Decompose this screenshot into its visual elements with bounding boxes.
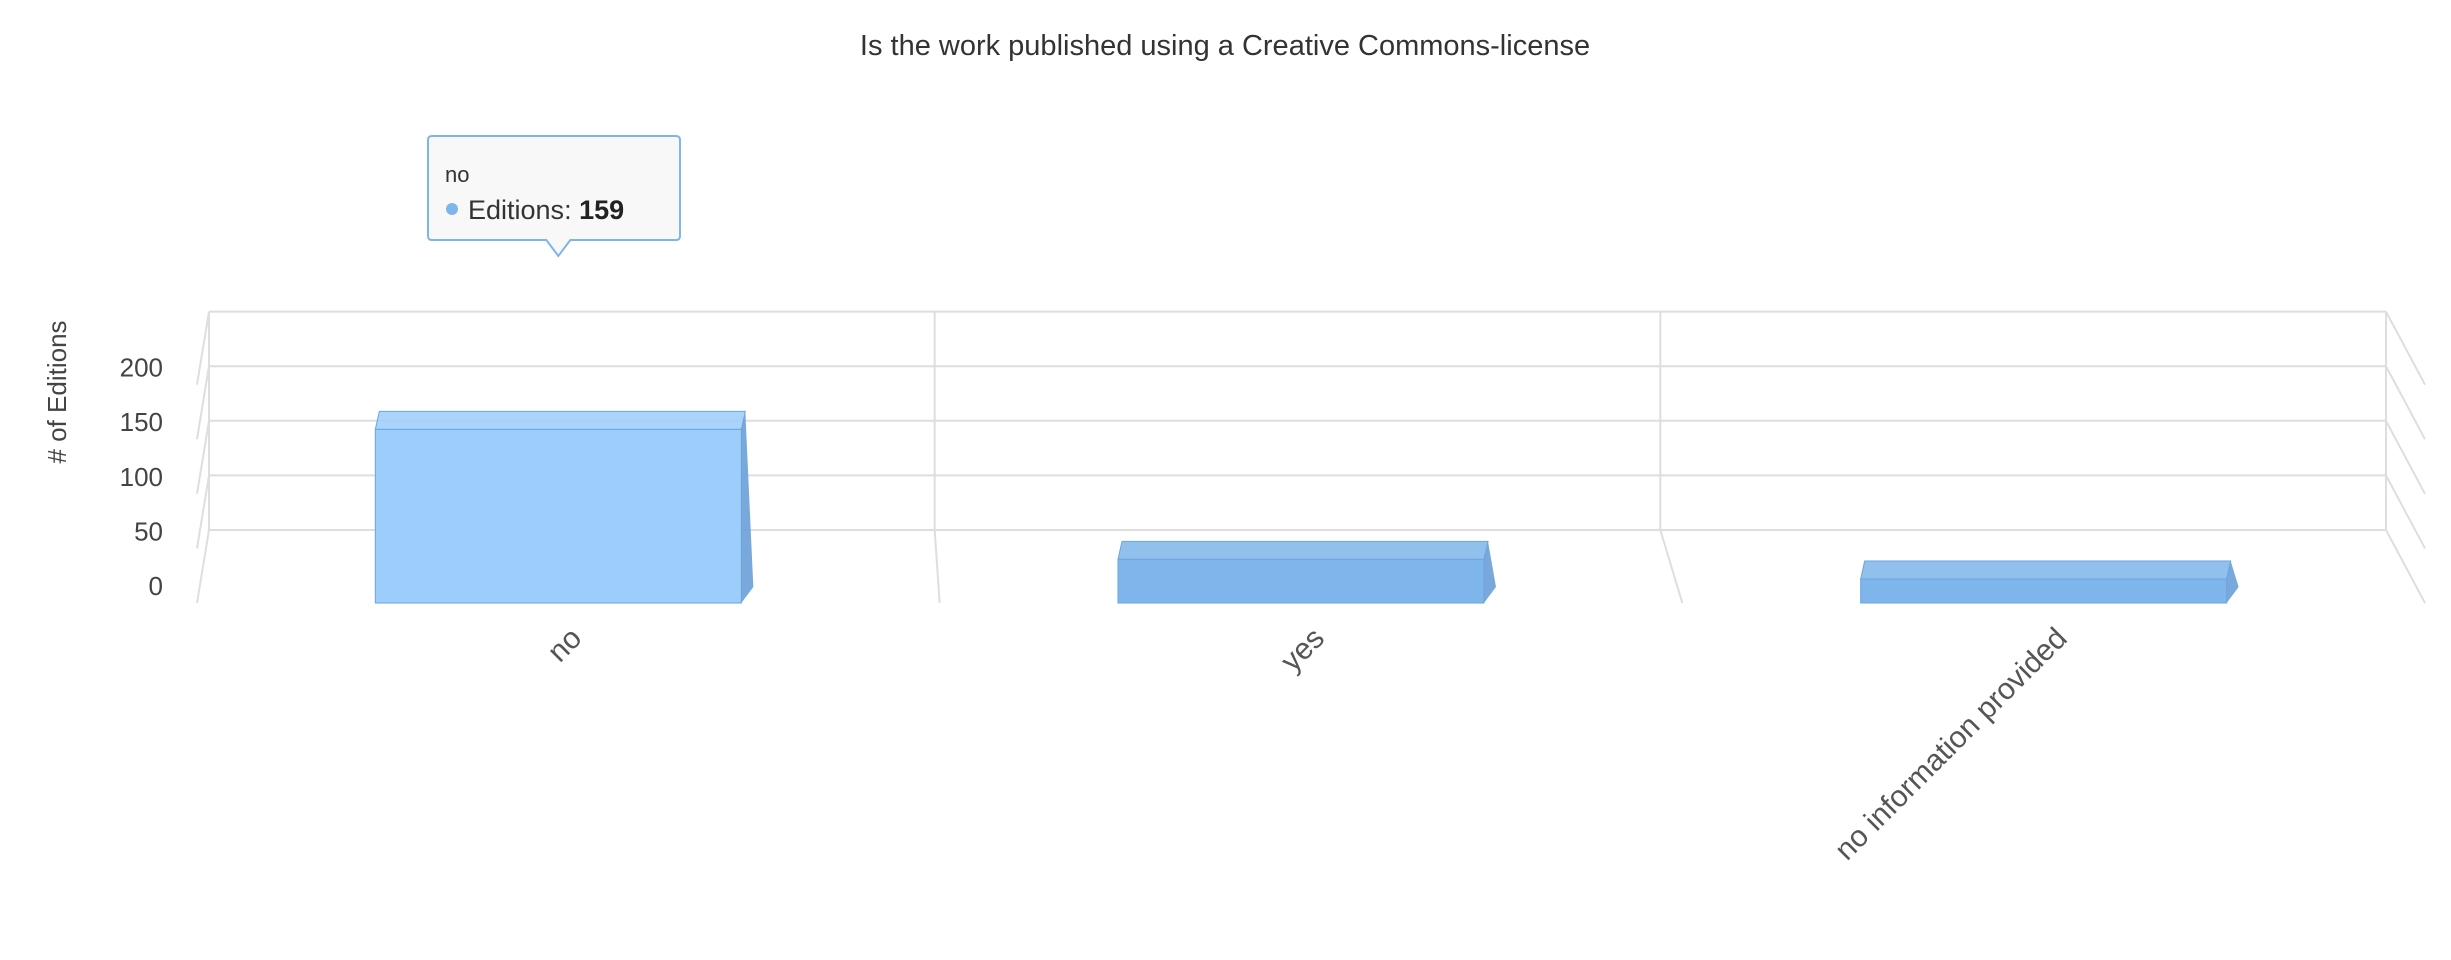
tooltip-category: no xyxy=(445,162,469,187)
gridline-side xyxy=(196,366,210,440)
bar-side-face xyxy=(2226,560,2239,603)
gridline-side xyxy=(2385,311,2426,386)
gridline-side xyxy=(196,420,210,494)
bar-side-face xyxy=(741,411,754,603)
gridline-side xyxy=(2385,474,2426,549)
gridline-side xyxy=(196,529,210,604)
y-tick-label: 150 xyxy=(120,407,163,437)
tooltip-series-name: Editions xyxy=(468,195,564,225)
svg-text:Editions: 159: Editions: 159 xyxy=(468,195,624,225)
tooltip-separator: : xyxy=(564,195,579,225)
gridline-side xyxy=(2385,529,2426,604)
tooltip-series-marker xyxy=(446,203,458,215)
category-divider-floor xyxy=(1659,529,1684,604)
tooltip: no Editions: 159 xyxy=(427,135,681,258)
chart-title: Is the work published using a Creative C… xyxy=(860,30,1590,62)
y-tick-label: 100 xyxy=(120,462,163,492)
bar-side-face xyxy=(1484,541,1496,603)
bar-yes xyxy=(1117,540,1496,604)
x-axis-ticks: no yes no information provided xyxy=(541,622,2073,867)
bars xyxy=(374,410,2239,604)
bar-no-information-provided xyxy=(1860,560,2239,604)
y-tick-label: 0 xyxy=(149,571,163,601)
bar-no xyxy=(374,410,754,604)
tooltip-value: 159 xyxy=(579,195,624,225)
tooltip-box xyxy=(427,135,681,258)
bar-front-face xyxy=(374,428,742,604)
bar-front-face xyxy=(1860,578,2228,604)
bar-top-face xyxy=(1117,540,1489,560)
y-tick-label: 200 xyxy=(120,353,163,383)
category-divider-floor xyxy=(933,529,941,604)
x-tick-label: no xyxy=(541,622,588,669)
y-axis-title: # of Editions xyxy=(42,320,72,463)
gridline-side xyxy=(2385,420,2426,495)
y-tick-label: 50 xyxy=(134,516,163,546)
bar-top-face xyxy=(1860,560,2232,580)
y-axis-ticks: 0 50 100 150 200 xyxy=(120,353,163,601)
bar-front-face xyxy=(1117,558,1485,604)
bar-top-face xyxy=(374,410,746,430)
x-tick-label: no information provided xyxy=(1829,622,2074,867)
gridline-side xyxy=(196,311,210,385)
gridline-side xyxy=(196,475,210,549)
x-tick-label: yes xyxy=(1275,622,1331,678)
gridline-side xyxy=(2385,365,2426,440)
